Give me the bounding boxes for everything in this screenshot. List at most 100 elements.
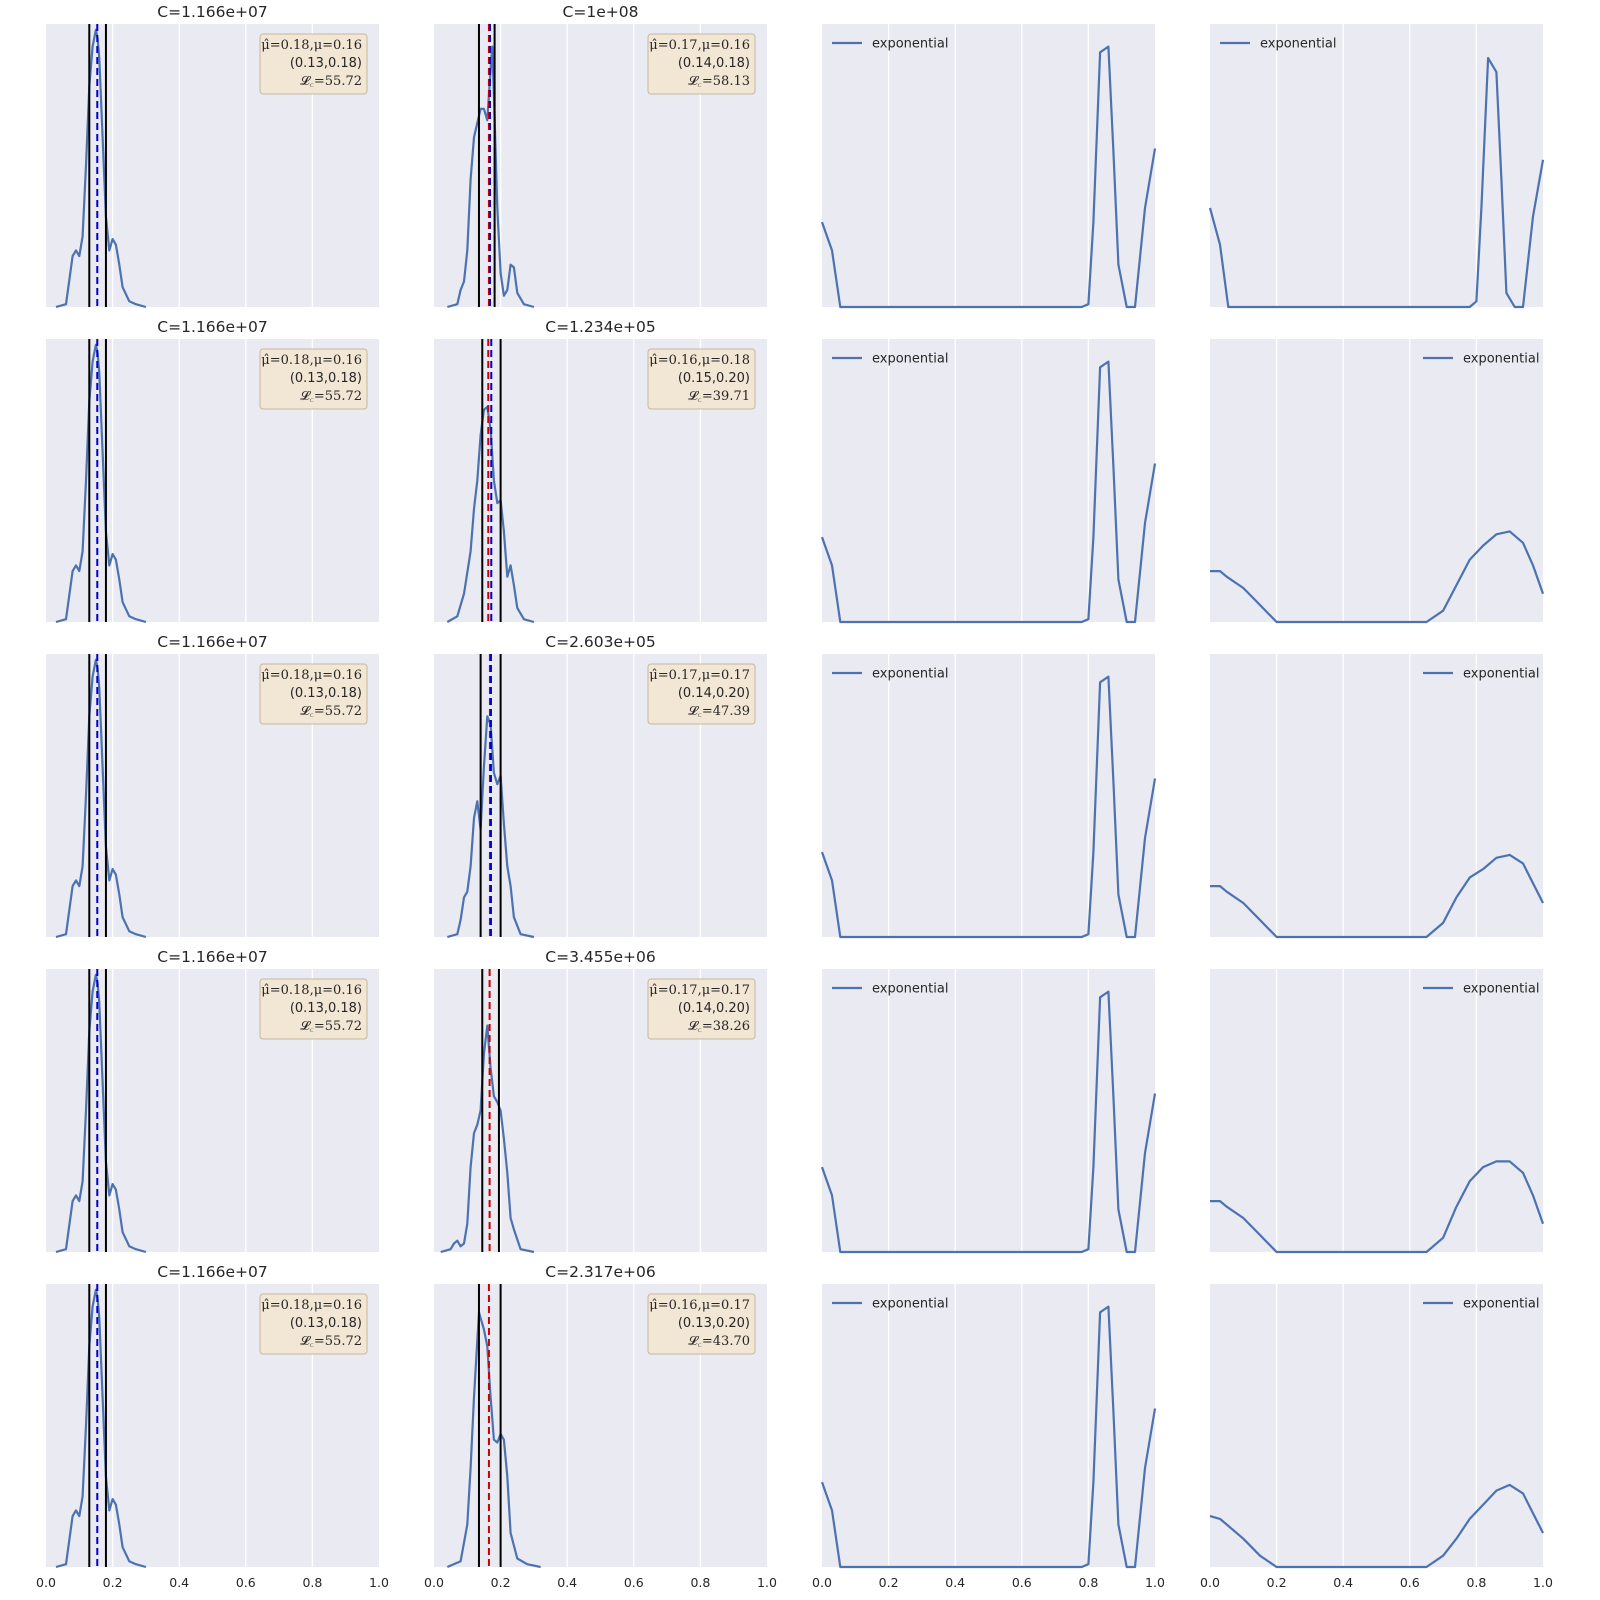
stats-likelihood: 𝓛꜀=55.72	[300, 704, 362, 719]
plot-area	[822, 24, 1155, 307]
panel-title: C=3.455e+06	[545, 948, 655, 966]
legend-label: exponential	[872, 352, 948, 367]
panel-r1-c3: exponential	[820, 24, 1157, 309]
legend: exponential	[1423, 667, 1539, 682]
stats-interval: (0.14,0.20)	[678, 1001, 750, 1016]
density-curve	[55, 28, 147, 309]
x-axis-c1: 0.0 0.2 0.4 0.6 0.8 1.0	[36, 1575, 389, 1590]
legend: exponential	[1423, 1297, 1539, 1312]
stats-likelihood: 𝓛꜀=58.13	[688, 74, 750, 89]
stats-interval: (0.14,0.20)	[678, 686, 750, 701]
x-tick-label: 0.0	[1200, 1575, 1220, 1590]
density-curve	[440, 1024, 535, 1254]
x-tick-label: 0.4	[1333, 1575, 1353, 1590]
panel-r1-c4: exponential	[1208, 24, 1545, 309]
stats-likelihood: 𝓛꜀=47.39	[688, 704, 750, 719]
density-curve	[447, 715, 535, 939]
legend-label: exponential	[872, 1297, 948, 1312]
stats-box	[259, 348, 368, 410]
x-tick-label: 0.6	[1400, 1575, 1420, 1590]
x-tick-label: 0.2	[103, 1575, 123, 1590]
panel-title: C=1.166e+07	[157, 633, 267, 651]
legend: exponential	[832, 37, 948, 52]
x-tick-label: 1.0	[757, 1575, 777, 1590]
panel-r4-c1: C=1.166e+07 μ̂=0.18,μ=0.16 (0.13,0.18) 𝓛꜀=5…	[46, 948, 379, 1254]
x-tick-label: 1.0	[369, 1575, 389, 1590]
stats-interval: (0.13,0.18)	[290, 371, 362, 386]
legend-label: exponential	[1463, 1297, 1539, 1312]
stats-box	[259, 663, 368, 725]
panel-title: C=1.166e+07	[157, 948, 267, 966]
x-tick-label: 0.2	[491, 1575, 511, 1590]
legend-label: exponential	[1463, 667, 1539, 682]
x-tick-label: 0.8	[302, 1575, 322, 1590]
legend: exponential	[832, 667, 948, 682]
x-axis-c3: 0.0 0.2 0.4 0.6 0.8 1.0	[812, 1575, 1165, 1590]
stats-box	[259, 978, 368, 1040]
x-tick-label: 0.0	[424, 1575, 444, 1590]
stats-likelihood: 𝓛꜀=43.70	[688, 1334, 750, 1349]
exponential-curve	[1209, 1483, 1544, 1569]
stats-interval: (0.15,0.20)	[678, 371, 750, 386]
legend: exponential	[832, 982, 948, 997]
density-curve	[446, 1311, 541, 1569]
plot-area	[1210, 654, 1543, 937]
panel-r5-c4: exponential	[1209, 1284, 1544, 1569]
density-curve	[55, 973, 147, 1254]
panel-r1-c1: C=1.166e+07 μ̂=0.18,μ=0.16 (0.13,0.18) 𝓛꜀=5…	[46, 3, 379, 309]
stats-interval: (0.13,0.18)	[290, 1001, 362, 1016]
stats-box	[647, 1293, 756, 1355]
x-axis-c4: 0.0 0.2 0.4 0.6 0.8 1.0	[1200, 1575, 1553, 1590]
density-curve	[55, 658, 147, 939]
x-tick-label: 0.2	[879, 1575, 899, 1590]
stats-estimate: μ̂=0.16,μ=0.18	[649, 353, 750, 368]
x-tick-label: 0.8	[690, 1575, 710, 1590]
x-tick-label: 0.0	[812, 1575, 832, 1590]
exponential-curve	[820, 360, 1157, 624]
stats-estimate: μ̂=0.17,μ=0.17	[649, 983, 750, 998]
stats-likelihood: 𝓛꜀=55.72	[300, 389, 362, 404]
density-curve	[55, 343, 147, 624]
stats-box	[647, 978, 756, 1040]
x-axis-c2: 0.0 0.2 0.4 0.6 0.8 1.0	[424, 1575, 777, 1590]
x-tick-label: 0.2	[1267, 1575, 1287, 1590]
panel-r5-c1: C=1.166e+07 μ̂=0.18,μ=0.16 (0.13,0.18) 𝓛꜀=5…	[46, 1263, 379, 1569]
legend-label: exponential	[1260, 37, 1336, 52]
panel-title: C=1.166e+07	[157, 1263, 267, 1281]
x-tick-label: 0.4	[557, 1575, 577, 1590]
x-tick-label: 0.0	[36, 1575, 56, 1590]
panel-r2-c1: C=1.166e+07 μ̂=0.18,μ=0.16 (0.13,0.18) 𝓛꜀=5…	[46, 318, 379, 624]
stats-estimate: μ̂=0.18,μ=0.16	[261, 353, 362, 368]
panel-title: C=1.166e+07	[157, 318, 267, 336]
x-tick-label: 1.0	[1145, 1575, 1165, 1590]
x-tick-label: 0.6	[624, 1575, 644, 1590]
legend-label: exponential	[872, 667, 948, 682]
exponential-curve	[1208, 56, 1545, 309]
panel-r5-c2: C=2.317e+06 μ̂=0.16,μ=0.17 (0.13,0.20) 𝓛꜀=4…	[434, 1263, 767, 1569]
stats-estimate: μ̂=0.18,μ=0.16	[261, 983, 362, 998]
exponential-curve	[1210, 853, 1544, 939]
legend-label: exponential	[1463, 982, 1539, 997]
stats-likelihood: 𝓛꜀=39.71	[688, 389, 750, 404]
stats-box	[647, 663, 756, 725]
stats-likelihood: 𝓛꜀=55.72	[300, 1019, 362, 1034]
plot-area	[1210, 1284, 1543, 1567]
x-tick-label: 0.6	[236, 1575, 256, 1590]
panel-r3-c4: exponential	[1210, 654, 1544, 939]
stats-interval: (0.13,0.20)	[678, 1316, 750, 1331]
stats-estimate: μ̂=0.17,μ=0.17	[649, 668, 750, 683]
exponential-curve	[820, 675, 1157, 939]
panel-r5-c3: exponential	[820, 1284, 1157, 1569]
legend: exponential	[1423, 352, 1539, 367]
panel-r2-c3: exponential	[820, 339, 1157, 624]
x-tick-label: 0.6	[1012, 1575, 1032, 1590]
legend: exponential	[832, 352, 948, 367]
panel-title: C=1e+08	[563, 3, 639, 21]
stats-interval: (0.14,0.18)	[678, 56, 750, 71]
x-tick-label: 0.4	[169, 1575, 189, 1590]
exponential-curve	[820, 45, 1157, 309]
x-tick-label: 0.8	[1466, 1575, 1486, 1590]
legend-label: exponential	[872, 37, 948, 52]
exponential-curve	[820, 990, 1157, 1254]
